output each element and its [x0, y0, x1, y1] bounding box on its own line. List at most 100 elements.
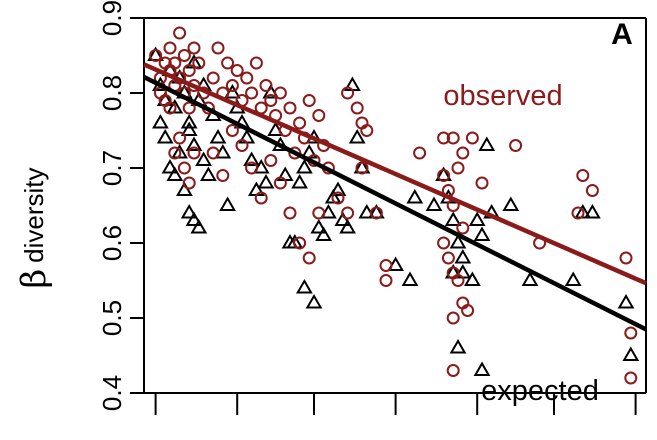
expected-point [291, 173, 308, 189]
panel-label: A [611, 18, 633, 51]
observed-point [341, 206, 355, 220]
expected-point [401, 271, 419, 287]
expected-point [584, 203, 601, 219]
observed-point [379, 259, 393, 272]
observed-point [446, 131, 460, 145]
expected-point [315, 226, 332, 242]
observed-point [451, 274, 465, 287]
observed-point [475, 176, 489, 190]
observed-point [293, 116, 307, 130]
y-axis-title-symbol: β [14, 269, 54, 289]
observed-point [585, 184, 599, 197]
observed-point [230, 64, 244, 77]
observed-point [225, 79, 239, 92]
expected-point [324, 188, 342, 204]
observed-point [302, 94, 316, 107]
y-tick-label: 0.7 [97, 150, 127, 186]
observed-point [192, 56, 206, 70]
observed-point [211, 41, 225, 55]
observed-point [293, 236, 307, 250]
observed-point [355, 161, 369, 175]
observed-point [456, 221, 470, 235]
observed-point [576, 169, 590, 182]
expected-point [502, 196, 520, 212]
expected-point [564, 271, 582, 287]
y-axis-title: β diversity [14, 167, 54, 288]
observed-point [177, 49, 191, 62]
observed-point [413, 146, 427, 160]
expected-point [161, 158, 179, 174]
observed-point [441, 251, 455, 265]
expected-point [339, 218, 356, 234]
observed-point [288, 146, 302, 160]
observed-point [235, 139, 249, 152]
expected-point [209, 128, 227, 144]
observed-point [369, 206, 383, 220]
expected-point [180, 203, 198, 219]
observed-point [446, 364, 460, 377]
expected-point [296, 278, 313, 294]
observed-point [360, 124, 374, 137]
expected-point [425, 196, 443, 212]
expected-point [219, 196, 236, 212]
expected-point [473, 226, 491, 242]
observed-point [273, 86, 287, 100]
observed-point [312, 206, 326, 220]
expected-point [449, 233, 467, 249]
observed-point [331, 191, 345, 205]
expected-point [243, 151, 260, 167]
expected-point [310, 218, 328, 234]
observed-point [182, 176, 196, 190]
expected-point [185, 211, 203, 227]
expected-point [200, 166, 217, 182]
observed-point [163, 41, 177, 55]
observed-point [437, 236, 451, 250]
expected-point [166, 98, 184, 114]
y-tick-label: 0.6 [97, 225, 127, 261]
expected-series-label: expected [481, 375, 599, 407]
observed-point [177, 161, 191, 175]
expected-point [171, 143, 188, 159]
expected-point [166, 166, 184, 182]
observed-point [163, 101, 177, 115]
observed-point [173, 131, 187, 145]
expected-point [180, 121, 198, 137]
observed-point [221, 56, 235, 70]
observed-point [206, 146, 220, 160]
expected-point [521, 271, 539, 287]
observed-point [254, 191, 268, 205]
observed-point [571, 206, 585, 220]
expected-point [257, 173, 275, 189]
observed-point [187, 146, 201, 160]
expected-point [622, 346, 640, 362]
observed-point [619, 251, 633, 265]
observed-points-group [149, 26, 638, 385]
observed-point [240, 71, 254, 85]
observed-point [273, 176, 287, 190]
observed-point [182, 64, 196, 77]
y-tick-label: 0.5 [97, 300, 127, 336]
expected-point [190, 218, 208, 234]
observed-point [206, 71, 220, 85]
observed-point [225, 124, 239, 137]
observed-point [624, 371, 638, 385]
observed-point [446, 311, 460, 325]
expected-point [464, 271, 481, 287]
expected-point [468, 211, 486, 227]
observed-fit-line [143, 62, 647, 286]
observed-point [341, 86, 355, 100]
observed-point [451, 161, 465, 175]
y-tick-label: 0.8 [97, 75, 127, 111]
expected-point [180, 113, 198, 129]
observed-point [149, 49, 163, 62]
observed-point [509, 139, 523, 152]
observed-point [624, 326, 638, 340]
expected-fit-line [142, 74, 648, 332]
y-axis-title-text: diversity [19, 167, 49, 262]
observed-point [283, 101, 297, 115]
observed-point [379, 274, 393, 287]
expected-point [473, 361, 491, 377]
observed-point [168, 56, 182, 70]
